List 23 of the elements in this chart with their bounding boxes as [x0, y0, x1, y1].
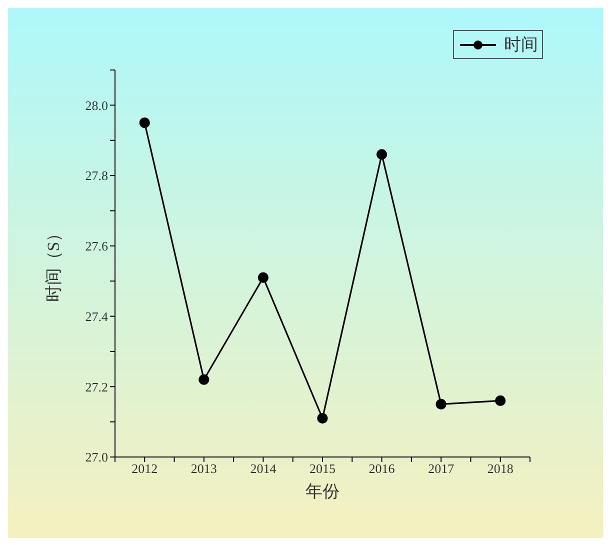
point — [198, 374, 210, 385]
x-tick-label: 2013 — [190, 461, 217, 476]
y-tick-label: 27.2 — [85, 379, 108, 394]
point — [436, 398, 446, 410]
point — [258, 272, 269, 283]
y-tick-label: 27.6 — [85, 238, 108, 254]
y-tick-label: 27.8 — [85, 168, 108, 184]
y-tick-label: 27.0 — [85, 450, 108, 465]
x-tick-label: 2012 — [132, 461, 158, 476]
x-tick-label: 2017 — [428, 461, 455, 476]
legend-label: 时间 — [504, 34, 538, 56]
x-tick-label: 2015 — [310, 461, 336, 476]
y-axis-title: 时间（S） — [44, 224, 64, 302]
y-tick-label: 28.0 — [85, 98, 108, 113]
point — [495, 395, 506, 406]
point — [376, 149, 388, 160]
x-tick-label: 2018 — [487, 461, 514, 476]
point — [317, 413, 328, 424]
y-tick-label: 27.4 — [85, 308, 108, 324]
x-tick-label: 2016 — [368, 461, 396, 476]
point — [139, 117, 150, 128]
x-axis-title: 年份 — [306, 482, 340, 502]
x-tick-label: 2014 — [250, 461, 277, 476]
